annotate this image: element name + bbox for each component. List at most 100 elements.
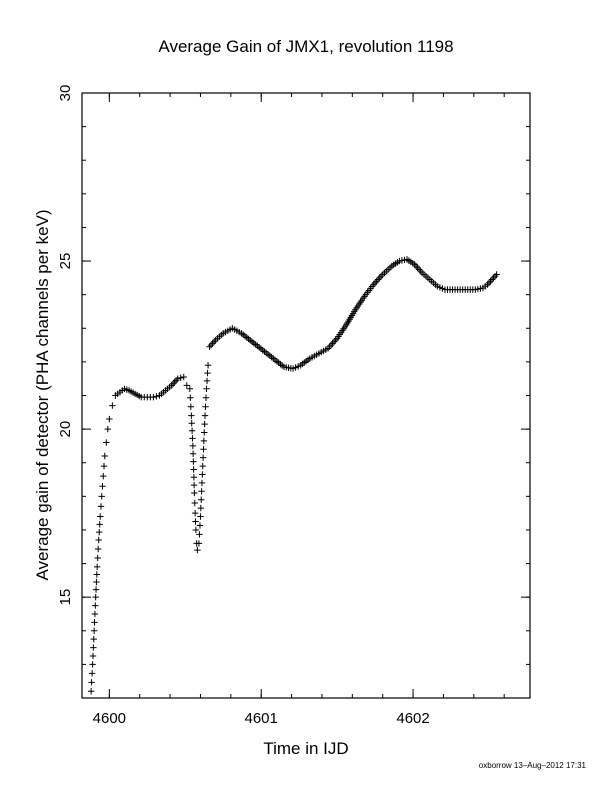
data-points <box>87 256 500 695</box>
data-point <box>493 271 500 278</box>
data-point <box>109 402 116 409</box>
y-tick-label: 30 <box>57 85 74 102</box>
data-point <box>201 429 208 436</box>
data-point <box>90 644 97 651</box>
data-point <box>195 540 203 547</box>
data-point <box>201 420 208 428</box>
data-point <box>207 341 215 349</box>
data-point <box>488 276 496 283</box>
data-point <box>192 526 200 534</box>
data-point <box>177 374 184 382</box>
data-point <box>100 472 107 480</box>
data-point <box>194 546 201 554</box>
data-point <box>327 341 335 349</box>
data-point <box>329 340 336 347</box>
data-point <box>188 412 195 419</box>
data-point <box>90 635 97 643</box>
data-point <box>189 435 196 442</box>
y-tick-label: 25 <box>57 253 74 270</box>
data-point <box>188 427 196 434</box>
data-point <box>96 528 103 536</box>
data-point <box>200 446 207 453</box>
data-point <box>490 274 497 282</box>
data-point <box>326 343 333 350</box>
x-tick-label: 4601 <box>245 710 278 727</box>
plot-frame <box>81 92 531 699</box>
data-point <box>101 452 108 460</box>
data-point <box>91 619 98 626</box>
data-point <box>199 454 207 461</box>
data-point <box>485 279 493 287</box>
data-point <box>150 393 157 401</box>
data-point <box>203 377 211 385</box>
data-point <box>198 479 206 487</box>
data-point <box>189 450 197 457</box>
data-point <box>188 420 195 427</box>
data-point <box>203 385 210 392</box>
data-point <box>104 425 112 433</box>
y-tick-labels: 15 20 25 30 <box>57 85 74 606</box>
data-point <box>371 279 379 287</box>
data-point <box>197 504 205 512</box>
data-point <box>415 266 423 273</box>
data-point <box>96 521 103 528</box>
x-tick-labels: 4600 4601 4602 <box>93 710 430 727</box>
data-point <box>98 493 105 500</box>
data-point <box>88 670 96 677</box>
data-point <box>88 679 95 686</box>
data-point <box>89 661 96 668</box>
data-point <box>87 688 95 695</box>
data-point <box>487 278 494 285</box>
data-point <box>376 274 383 282</box>
data-point <box>412 262 420 270</box>
data-point <box>202 403 209 410</box>
y-tick-label: 20 <box>57 421 74 438</box>
axis-ticks <box>82 92 530 699</box>
data-point <box>377 272 385 280</box>
data-point <box>196 531 203 538</box>
data-point <box>183 382 190 389</box>
data-point <box>330 338 338 345</box>
data-point <box>92 602 99 609</box>
data-point <box>192 518 199 525</box>
data-point <box>92 593 99 601</box>
data-point <box>198 496 205 503</box>
data-point <box>174 375 181 382</box>
data-point <box>91 610 99 618</box>
data-point <box>332 336 339 344</box>
data-point <box>93 563 101 571</box>
data-point <box>169 380 177 387</box>
data-point <box>199 471 206 478</box>
data-point <box>373 278 380 285</box>
data-point <box>95 536 102 544</box>
data-point <box>209 340 216 347</box>
y-axis-label: Average gain of detector (PHA channels p… <box>33 209 52 580</box>
y-tick-label: 15 <box>57 589 74 606</box>
data-point <box>97 513 104 520</box>
data-point <box>99 483 106 490</box>
data-point <box>187 403 195 410</box>
data-point <box>90 627 98 634</box>
data-point <box>374 276 382 283</box>
data-point <box>94 554 101 562</box>
data-point <box>100 462 108 470</box>
data-point <box>89 652 97 660</box>
data-point <box>103 439 110 446</box>
data-point <box>93 571 101 578</box>
data-point <box>190 458 197 465</box>
data-point <box>187 394 194 401</box>
data-point <box>191 499 198 507</box>
data-point <box>189 442 197 450</box>
data-point <box>204 362 212 369</box>
data-point <box>186 385 194 392</box>
data-point <box>106 415 113 423</box>
data-point <box>94 545 102 553</box>
data-point <box>200 437 208 445</box>
data-point <box>190 474 198 481</box>
data-point <box>92 586 100 593</box>
data-point <box>191 509 199 517</box>
footer-credit: oxborrow 13–Aug–2012 17:31 <box>479 761 587 770</box>
data-point <box>171 378 178 386</box>
data-point <box>491 272 499 280</box>
